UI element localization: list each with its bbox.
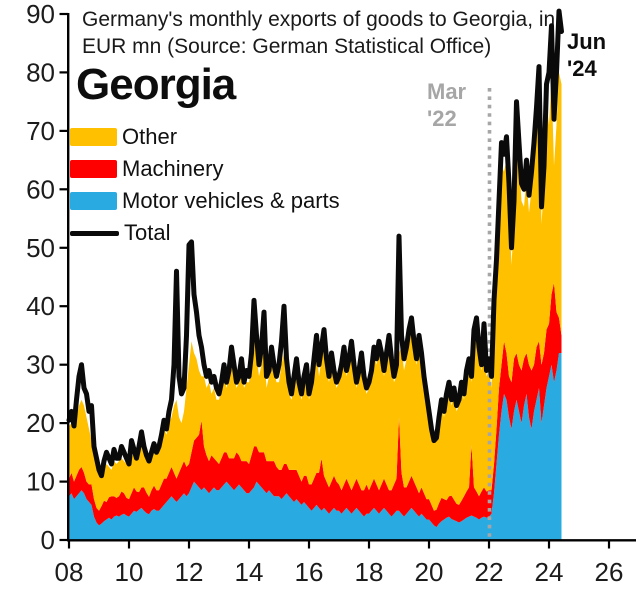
- svg-text:12: 12: [175, 557, 204, 587]
- motor-vehicles-color-swatch: [70, 192, 117, 210]
- legend-item-machinery: Machinery: [70, 153, 340, 185]
- svg-text:30: 30: [26, 350, 55, 380]
- legend-item-total: Total: [70, 217, 340, 249]
- svg-text:20: 20: [26, 408, 55, 438]
- event-annotation-mar-22: Mar '22: [427, 79, 467, 131]
- legend-label: Other: [122, 124, 178, 149]
- other-color-swatch: [70, 128, 117, 146]
- legend-item-other: Other: [70, 121, 340, 153]
- svg-text:24: 24: [535, 557, 564, 587]
- svg-text:70: 70: [26, 116, 55, 146]
- svg-text:14: 14: [235, 557, 264, 587]
- svg-text:20: 20: [415, 557, 444, 587]
- subtitle-line-1: Germany's monthly exports of goods to Ge…: [82, 8, 556, 31]
- svg-text:10: 10: [115, 557, 144, 587]
- machinery-color-swatch: [70, 160, 117, 178]
- legend-label: Machinery: [122, 156, 224, 181]
- svg-text:50: 50: [26, 233, 55, 263]
- subtitle-line-2: EUR mn (Source: German Statistical Offic…: [82, 35, 492, 58]
- svg-text:18: 18: [355, 557, 384, 587]
- legend-item-motor-vehicles: Motor vehicles & parts: [70, 185, 340, 217]
- svg-text:90: 90: [26, 0, 55, 29]
- svg-text:10: 10: [26, 467, 55, 497]
- page-title: Georgia: [76, 60, 236, 109]
- svg-text:16: 16: [295, 557, 324, 587]
- legend: Other Machinery Motor vehicles & parts T…: [70, 121, 340, 249]
- total-line-swatch: [70, 230, 119, 236]
- svg-text:80: 80: [26, 57, 55, 87]
- legend-label: Motor vehicles & parts: [122, 188, 340, 213]
- svg-text:26: 26: [595, 557, 624, 587]
- legend-label: Total: [124, 220, 171, 245]
- svg-text:60: 60: [26, 174, 55, 204]
- end-annotation-jun-24: Jun '24: [567, 29, 607, 81]
- svg-text:22: 22: [475, 557, 504, 587]
- svg-text:40: 40: [26, 291, 55, 321]
- chart-subtitle: Germany's monthly exports of goods to Ge…: [82, 6, 562, 60]
- svg-text:0: 0: [41, 525, 55, 555]
- svg-text:08: 08: [55, 557, 84, 587]
